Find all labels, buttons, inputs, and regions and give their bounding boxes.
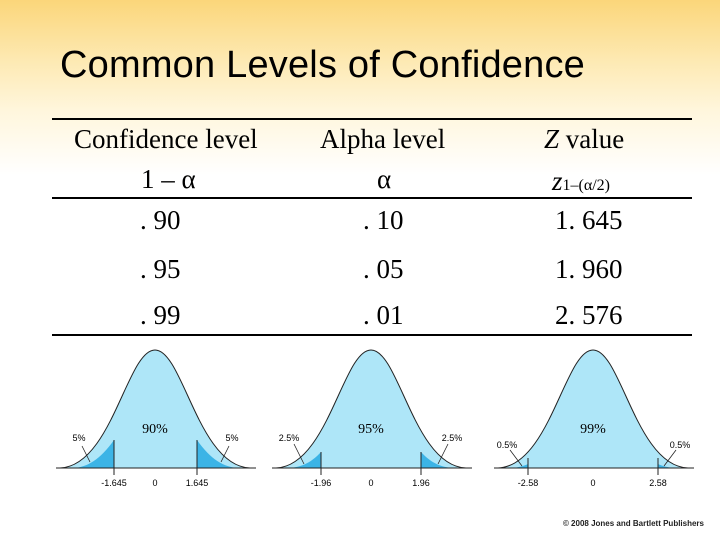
curve-90-right-pointer (220, 445, 230, 463)
header-z-symbol: z1–(α/2) (552, 166, 610, 197)
row-2-confidence: . 95 (140, 254, 181, 284)
header-z-word: value (565, 124, 625, 154)
table-top-rule (52, 118, 692, 120)
curve-90-right-tail-label: 5% (225, 433, 238, 443)
curve-95-tick-left: -1.96 (311, 478, 332, 488)
row-2-z: 1. 960 (555, 254, 623, 284)
normal-curve-99: 99% 0.5% 0.5% -2.58 0 2.58 (494, 349, 694, 488)
copyright-notice: © 2008 Jones and Bartlett Publishers (562, 519, 704, 528)
row-1-confidence: . 90 (140, 205, 181, 235)
curve-99-right-tail-label: 0.5% (670, 440, 691, 450)
header-confidence-formula: 1 – α (141, 164, 196, 194)
slide-title: Common Levels of Confidence (60, 44, 586, 86)
curve-99-right-pointer (663, 449, 677, 467)
curve-90-tick-left: -1.645 (101, 478, 127, 488)
curve-95-right-pointer (437, 443, 449, 465)
curve-99-tick-left: -2.58 (518, 478, 539, 488)
curve-95-right-tail (421, 452, 452, 468)
curve-90-left-tail (74, 440, 114, 468)
curve-95-center-label: 95% (358, 422, 384, 437)
curve-95-left-tail-label: 2.5% (279, 433, 300, 443)
table-header-rule (52, 197, 692, 199)
header-z-letter: Z (544, 124, 560, 154)
row-3-z: 2. 576 (555, 300, 623, 330)
curve-99-tick-right: 2.58 (649, 478, 667, 488)
row-3-alpha: . 01 (363, 300, 404, 330)
header-alpha-symbol: α (377, 164, 392, 194)
curve-99-right-tail (658, 464, 674, 468)
curve-95-left-tail (290, 452, 321, 468)
curve-99-left-tail (512, 464, 528, 468)
curve-90-tick-zero: 0 (152, 478, 157, 488)
curve-90-left-tail-label: 5% (72, 433, 85, 443)
normal-curve-90: 90% 5% 5% -1.645 0 1.645 (56, 349, 256, 488)
normal-curve-95: 95% 2.5% 2.5% -1.96 0 1.96 (272, 349, 472, 488)
curve-95-body (275, 349, 467, 469)
curve-95-tick-right: 1.96 (412, 478, 430, 488)
row-1-alpha: . 10 (363, 205, 404, 235)
curve-90-body (59, 349, 251, 469)
curve-99-left-tail-label: 0.5% (497, 440, 518, 450)
curve-99-center-label: 99% (580, 422, 606, 437)
curve-90-tick-right: 1.645 (186, 478, 209, 488)
curve-90-center-label: 90% (142, 422, 168, 437)
table-bottom-rule (52, 334, 692, 336)
row-3-confidence: . 99 (140, 300, 181, 330)
header-confidence-level: Confidence level (74, 124, 258, 154)
curve-90-right-tail (197, 440, 238, 468)
curve-99-tick-zero: 0 (590, 478, 595, 488)
row-1-z: 1. 645 (555, 205, 623, 235)
curve-95-left-pointer (293, 443, 305, 465)
header-alpha-level: Alpha level (320, 124, 446, 154)
row-2-alpha: . 05 (363, 254, 404, 284)
curve-99-body (497, 349, 689, 469)
z-symbol-subscript: 1–(α/2) (562, 177, 610, 194)
curve-95-right-tail-label: 2.5% (442, 433, 463, 443)
z-symbol-letter: z (552, 166, 563, 196)
curve-95-tick-zero: 0 (368, 478, 373, 488)
header-z-value: Z value (544, 124, 624, 155)
curve-90-left-pointer (81, 445, 91, 463)
curve-99-left-pointer (509, 449, 523, 467)
